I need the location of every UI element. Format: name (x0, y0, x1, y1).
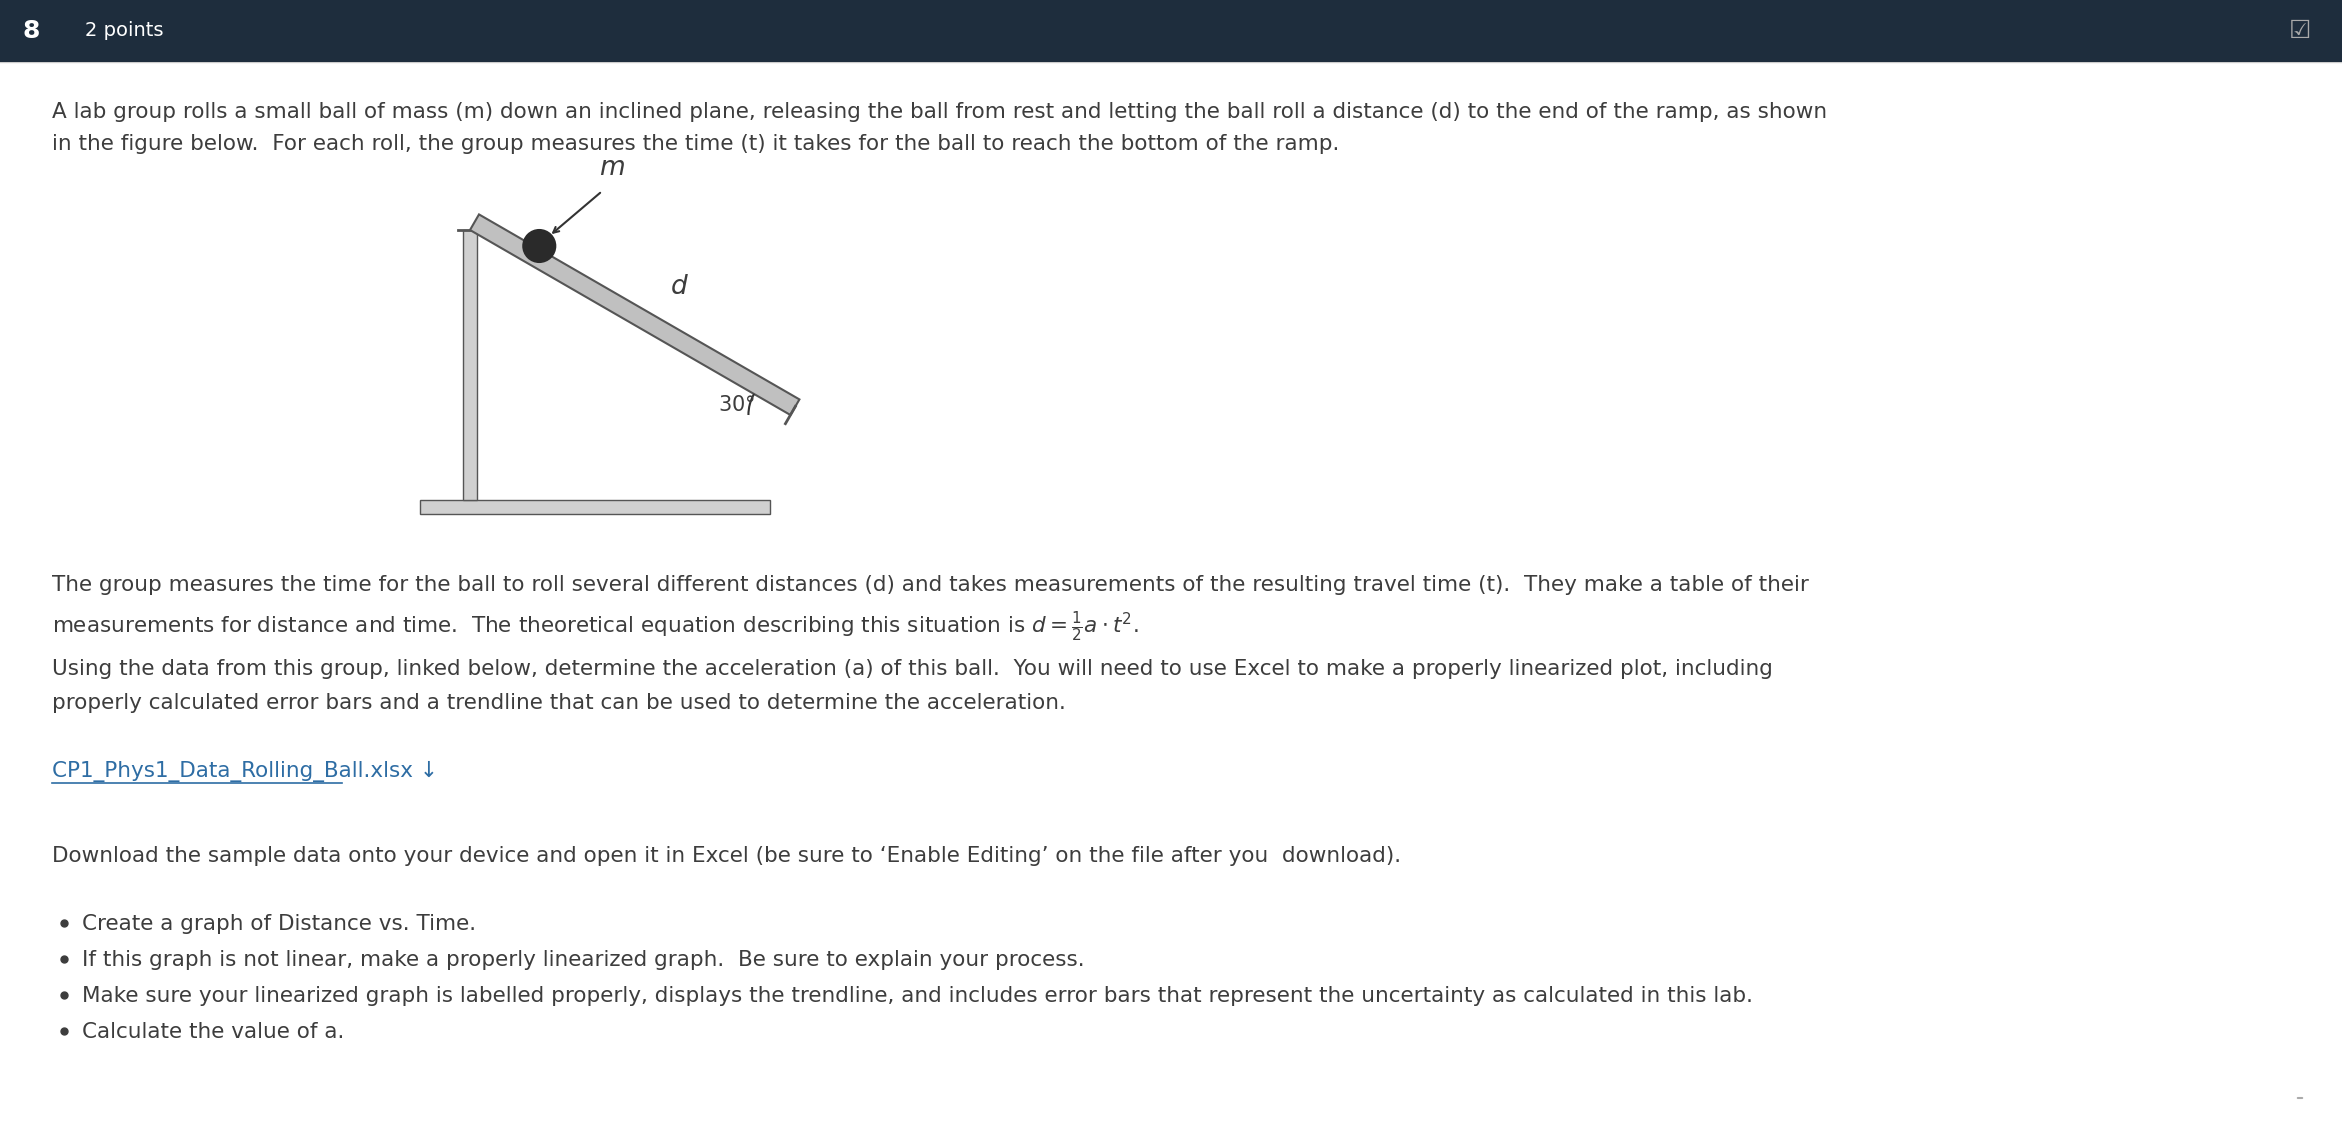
Text: $d$: $d$ (670, 275, 689, 300)
Text: $30°$: $30°$ (719, 395, 756, 415)
Text: The group measures the time for the ball to roll several different distances (d): The group measures the time for the ball… (52, 575, 1808, 595)
Text: Make sure your linearized graph is labelled properly, displays the trendline, an: Make sure your linearized graph is label… (82, 986, 1754, 1006)
Text: ☑: ☑ (2288, 19, 2312, 43)
Text: Download the sample data onto your device and open it in Excel (be sure to ‘Enab: Download the sample data onto your devic… (52, 847, 1401, 866)
Text: in the figure below.  For each roll, the group measures the time (t) it takes fo: in the figure below. For each roll, the … (52, 134, 1340, 154)
Text: measurements for distance and time.  The theoretical equation describing this si: measurements for distance and time. The … (52, 609, 1138, 644)
Circle shape (522, 230, 555, 262)
Text: properly calculated error bars and a trendline that can be used to determine the: properly calculated error bars and a tre… (52, 693, 1066, 713)
Text: 8: 8 (23, 19, 40, 43)
Text: $m$: $m$ (600, 154, 625, 181)
FancyBboxPatch shape (464, 230, 478, 500)
FancyBboxPatch shape (419, 500, 771, 514)
Text: Calculate the value of a.: Calculate the value of a. (82, 1022, 344, 1042)
Text: A lab group rolls a small ball of mass (m) down an inclined plane, releasing the: A lab group rolls a small ball of mass (… (52, 102, 1827, 122)
Text: 2 points: 2 points (84, 22, 164, 40)
Text: If this graph is not linear, make a properly linearized graph.  Be sure to expla: If this graph is not linear, make a prop… (82, 950, 1084, 970)
Text: Using the data from this group, linked below, determine the acceleration (a) of : Using the data from this group, linked b… (52, 659, 1773, 680)
FancyBboxPatch shape (0, 0, 2342, 62)
Text: Create a graph of Distance vs. Time.: Create a graph of Distance vs. Time. (82, 914, 475, 934)
Polygon shape (471, 214, 799, 415)
Text: CP1_Phys1_Data_Rolling_Ball.xlsx ↓: CP1_Phys1_Data_Rolling_Ball.xlsx ↓ (52, 761, 438, 782)
